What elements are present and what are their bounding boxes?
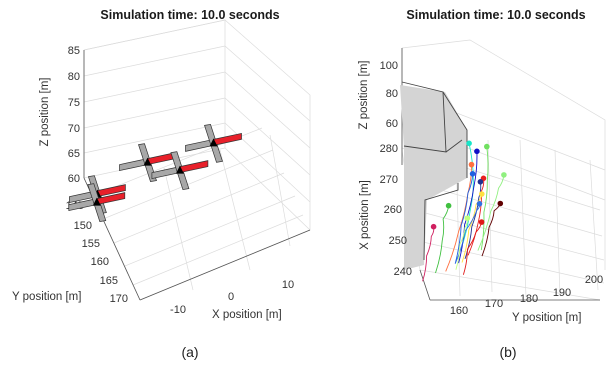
panel-a-quadcopters xyxy=(68,124,242,222)
trajectory-endpoint xyxy=(468,161,475,168)
panel-b-z-tick: 80 xyxy=(386,88,398,100)
trajectory-line xyxy=(455,218,468,270)
panel-a-y-tick: 170 xyxy=(110,293,128,305)
trajectory-endpoint xyxy=(466,140,472,147)
panel-b-z-tick: 60 xyxy=(386,118,398,130)
trajectory-line xyxy=(481,203,501,257)
panel-a-z-tick: 80 xyxy=(68,71,80,83)
panel-b-x-tick: 240 xyxy=(394,266,412,278)
quad-body xyxy=(175,165,184,174)
panel-b-x-tick: 280 xyxy=(380,143,398,155)
panel-a-y-label: Y position [m] xyxy=(12,291,81,303)
panel-a-axes xyxy=(83,50,311,301)
panel-a-z-label: Z position [m] xyxy=(39,77,51,146)
panel-b-x-tick: 250 xyxy=(389,235,407,247)
panel-a-x-tick: 0 xyxy=(228,291,234,303)
panel-a-z-tick: 70 xyxy=(68,123,80,135)
panel-b-x-tick: 260 xyxy=(384,204,402,216)
quad-body xyxy=(143,157,152,166)
trajectory-endpoint xyxy=(479,191,485,197)
panel-a-title: Simulation time: 10.0 seconds xyxy=(100,8,279,22)
trajectory-line xyxy=(454,173,474,264)
panel-b-z-label: Z position [m] xyxy=(358,60,370,129)
trajectory-line xyxy=(477,174,505,251)
trajectory-endpoint xyxy=(476,201,483,207)
panel-b-trajectories xyxy=(422,140,507,282)
panel-a-z-tick: 85 xyxy=(68,45,80,57)
trajectory-endpoint xyxy=(477,179,484,185)
panel-b-x-tick: 270 xyxy=(380,174,398,186)
trajectory-endpoint xyxy=(430,223,437,230)
panel-b-y-tick: 200 xyxy=(585,274,603,286)
trajectory-endpoint xyxy=(478,219,485,225)
panel-a-z-tick: 60 xyxy=(68,173,80,185)
quadcopter xyxy=(119,143,176,182)
trajectory-endpoint xyxy=(501,172,507,178)
panel-b-y-tick: 180 xyxy=(520,293,538,305)
trajectory-line xyxy=(445,164,472,272)
trajectory-line xyxy=(480,146,489,251)
trajectory-endpoint xyxy=(464,215,471,221)
panel-a-z-tick: 75 xyxy=(68,97,80,109)
panel-a-y-tick: 155 xyxy=(82,238,100,250)
quadcopter xyxy=(151,151,209,190)
panel-a-x-tick: -10 xyxy=(170,304,186,316)
panel-b-y-tick: 170 xyxy=(485,298,503,310)
quadcopter xyxy=(68,183,126,222)
panel-a-grid xyxy=(83,19,311,301)
trajectory-line xyxy=(467,178,485,256)
panel-b-y-tick: 160 xyxy=(450,305,468,317)
panel-a-x-label: X position [m] xyxy=(212,309,282,321)
quad-heading-arm xyxy=(213,132,242,146)
trajectory-endpoint xyxy=(469,171,476,177)
trajectory-line xyxy=(454,203,481,264)
panel-a-y-tick: 165 xyxy=(100,275,118,287)
trajectory-endpoint xyxy=(474,148,480,155)
quad-body xyxy=(209,138,218,147)
trajectory-endpoint xyxy=(484,143,490,150)
panel-b: Simulation time: 10.0 seconds xyxy=(358,8,606,360)
panel-a-y-tick: 150 xyxy=(74,220,92,232)
panel-b-x-label: X position [m] xyxy=(359,180,371,250)
trajectory-line xyxy=(462,222,483,275)
quad-body xyxy=(92,197,101,206)
panel-a-z-tick: 65 xyxy=(68,148,80,160)
trajectory-line xyxy=(435,205,450,274)
panel-b-y-tick: 190 xyxy=(553,287,571,299)
trajectory-endpoint xyxy=(445,202,452,209)
trajectory-endpoint xyxy=(497,200,504,207)
trajectory-line xyxy=(422,226,435,282)
panel-b-y-label: Y position [m] xyxy=(512,312,581,324)
quad-heading-arm xyxy=(179,160,209,174)
quadcopter xyxy=(185,124,242,163)
panel-a-y-tick: 160 xyxy=(91,256,109,268)
panel-a-x-tick: 10 xyxy=(282,279,294,291)
panel-b-caption: (b) xyxy=(499,344,516,360)
panel-b-title: Simulation time: 10.0 seconds xyxy=(406,8,585,22)
panel-b-obstacle xyxy=(400,81,468,270)
panel-a: Simulation time: 10.0 seconds xyxy=(12,8,311,360)
panel-b-z-tick: 100 xyxy=(380,60,398,72)
panel-a-caption: (a) xyxy=(181,344,198,360)
